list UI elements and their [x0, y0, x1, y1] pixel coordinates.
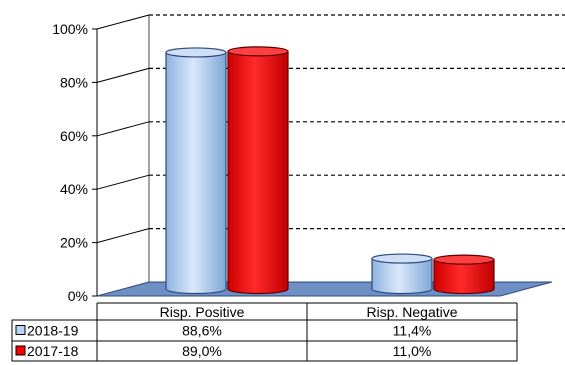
bar-top: [371, 253, 433, 264]
gridlines: [96, 14, 565, 244]
y-tick-label: 80%: [60, 74, 88, 90]
legend-label: 2017-18: [27, 343, 79, 359]
category-label: Risp. Positive: [160, 304, 245, 320]
y-tick-label: 0%: [68, 288, 88, 304]
gridline-side: [96, 121, 150, 137]
data-value: 11,4%: [393, 323, 432, 339]
data-value: 88,6%: [182, 323, 222, 339]
bar-body: [227, 50, 289, 295]
y-axis: 0% 20% 40% 60% 80% 100%: [52, 21, 98, 304]
plot-walls: [96, 15, 553, 297]
gridline-side: [96, 228, 150, 244]
bar: [433, 254, 495, 295]
bar: [371, 253, 433, 295]
data-value: 11,0%: [393, 343, 432, 359]
legend-swatch: [15, 345, 26, 356]
bar-top: [433, 254, 495, 265]
bar: [165, 47, 227, 295]
bar-top: [165, 47, 227, 58]
y-tick-label: 60%: [60, 128, 88, 144]
legend-label: 2018-19: [27, 323, 79, 339]
data-table: Risp. Positive Risp. Negative 2018-19 88,6%…: [11, 302, 518, 362]
gridline-side: [96, 67, 150, 83]
gridline-side: [96, 174, 150, 190]
bar-top: [227, 46, 289, 57]
bar-body: [371, 257, 433, 295]
y-tick-label: 20%: [60, 235, 88, 251]
gridline-side: [96, 14, 150, 30]
bar: [227, 46, 289, 295]
y-tick-label: 40%: [60, 181, 88, 197]
bar-body: [165, 51, 227, 295]
data-value: 89,0%: [182, 343, 222, 359]
bars: [165, 46, 495, 295]
category-label: Risp. Negative: [366, 304, 457, 320]
y-tick-label: 100%: [52, 21, 88, 37]
legend-swatch: [15, 325, 26, 335]
bar-body: [433, 259, 495, 295]
